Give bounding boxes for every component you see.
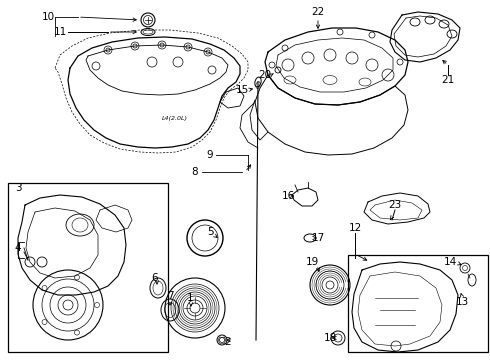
Text: 2: 2 xyxy=(225,337,231,347)
Text: 8: 8 xyxy=(192,167,198,177)
Bar xyxy=(8,183,168,352)
Text: 19: 19 xyxy=(305,257,318,267)
Text: 22: 22 xyxy=(311,7,325,17)
Text: 10: 10 xyxy=(42,12,54,22)
Text: 13: 13 xyxy=(455,297,468,307)
Text: 14: 14 xyxy=(443,257,457,267)
Text: 23: 23 xyxy=(389,200,402,210)
Text: 17: 17 xyxy=(311,233,325,243)
Text: 15: 15 xyxy=(235,85,248,95)
Text: 9: 9 xyxy=(207,150,213,160)
Text: 4: 4 xyxy=(15,243,21,253)
Text: 5: 5 xyxy=(207,227,213,237)
Text: 11: 11 xyxy=(53,27,67,37)
Text: 20: 20 xyxy=(258,70,271,80)
Text: 21: 21 xyxy=(441,75,455,85)
Text: 3: 3 xyxy=(15,183,21,193)
Text: 18: 18 xyxy=(323,333,337,343)
Text: 6: 6 xyxy=(152,273,158,283)
Text: 1: 1 xyxy=(187,293,194,303)
Text: L4(2.0L): L4(2.0L) xyxy=(162,116,188,121)
Text: 16: 16 xyxy=(281,191,294,201)
Text: 12: 12 xyxy=(348,223,362,233)
Text: 7: 7 xyxy=(167,291,173,301)
Bar xyxy=(348,255,488,352)
